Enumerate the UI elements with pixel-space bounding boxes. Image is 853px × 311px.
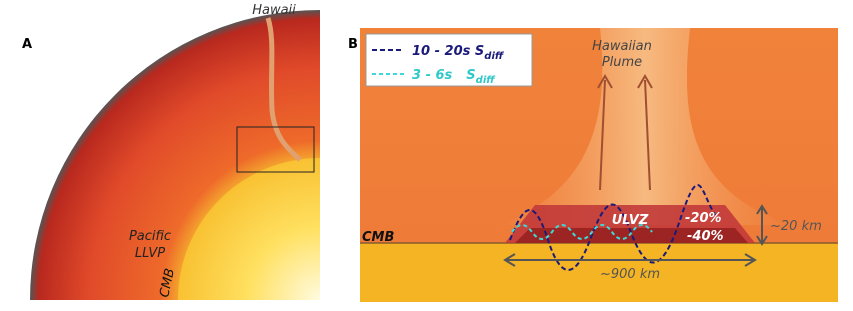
hotspot-label: Hawaii: [252, 3, 296, 18]
core: [178, 158, 320, 300]
panel-label: A: [22, 37, 32, 52]
reduction-label: -40%: [687, 229, 724, 244]
wave-long: [509, 184, 716, 271]
legend-entry: 10 - 20s Sdiff: [412, 44, 505, 62]
llvp-label: LLVP: [135, 246, 165, 261]
plume-conduit: [265, 17, 302, 162]
zoom-box: [236, 126, 315, 173]
panel-b: 10 - 20s Sdiff 3 - 6s Sdiff B Hawaiian Pl…: [348, 28, 838, 302]
panel-a: A Hawaii Pacific LLVP CMB: [22, 3, 320, 300]
arrow-heads: [756, 204, 768, 246]
wave-short: [511, 224, 653, 240]
cmb-label: CMB: [157, 267, 178, 299]
thickness-label: ~20 km: [770, 219, 822, 234]
legend: [365, 33, 533, 87]
flow-arrows: [599, 79, 651, 191]
ulvz-label: ULVZ: [612, 213, 649, 228]
outer-core: [360, 243, 838, 302]
reduction-label: -20%: [685, 211, 722, 226]
cmb-label: CMB: [362, 230, 394, 245]
arrow-heads: [503, 253, 757, 267]
panel-label: B: [348, 37, 358, 52]
arrow-heads: [597, 74, 653, 89]
ulvz-core: [515, 228, 748, 243]
plume-label: Hawaiian: [592, 39, 652, 54]
plume-label: Plume: [602, 55, 642, 70]
legend-entry: 3 - 6s Sdiff: [412, 68, 496, 86]
plume: [500, 28, 790, 225]
llvp-label: Pacific: [129, 229, 171, 244]
width-label: ~900 km: [600, 267, 660, 282]
